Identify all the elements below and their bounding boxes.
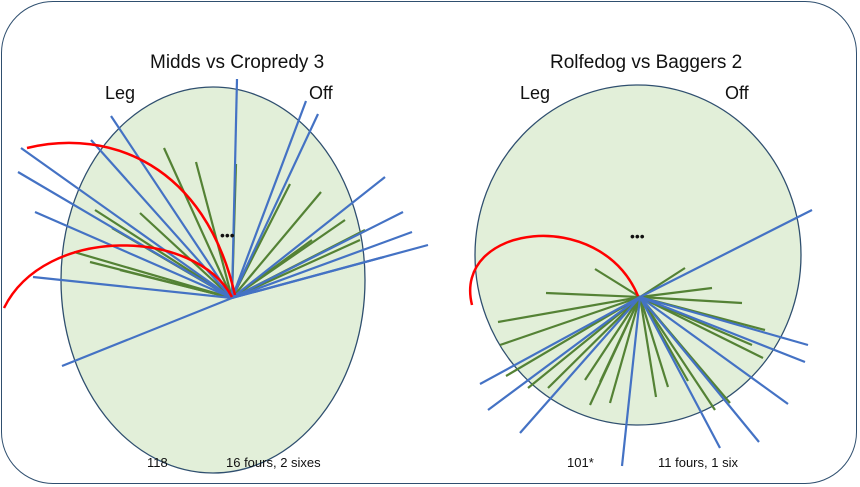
four-shot-line [584,296,641,381]
four-shot-line [194,161,234,299]
six-shot-line [61,296,233,368]
six-shot-line [231,255,385,300]
six-shot-line [639,295,806,364]
ellipsis-marker: ••• [630,228,645,244]
four-shot-line [594,268,641,298]
wagon-wheel-panel-left: Midds vs Cropredy 3 Leg Off ••• 118 16 f… [2,52,429,474]
off-side-label: Off [309,83,333,103]
six-shot-line [17,171,233,299]
six-shot-line [34,210,233,300]
six-shot-line [110,115,233,299]
four-shot-line [231,191,322,299]
leg-side-label: Leg [520,83,551,103]
off-side-label: Off [725,83,749,103]
six-shot-line [479,296,641,385]
boundary-count: 11 fours, 1 six [658,455,738,470]
four-shot-line [162,147,234,299]
four-shot-line [599,296,641,383]
wagon-wheel-title: Rolfedog vs Baggers 2 [550,52,743,73]
boundary-arc [26,141,237,296]
six-shot-line [639,209,813,298]
boundary-arc [2,244,234,309]
six-shot-line [639,295,809,347]
six-shot-line [32,275,233,300]
innings-score: 101* [567,455,594,470]
four-shot-line [639,286,713,299]
six-shot-line [620,296,642,467]
wagon-wheel-title: Midds vs Cropredy 3 [150,52,325,73]
four-shot-line [638,296,670,388]
six-shot-line [20,147,233,299]
boundary-arc [468,234,640,306]
wagon-wheel-panel-right: Rolfedog vs Baggers 2 Leg Off ••• 101* 1… [430,0,860,487]
four-shot-line [499,295,641,347]
four-shot-line [547,296,641,389]
six-shot-line [231,113,319,299]
six-shot-line [487,296,641,411]
boundary-count: 16 fours, 2 sixes [226,455,321,470]
four-shot-line [139,212,233,299]
six-shot-line [639,296,789,405]
six-shot-line [231,230,413,300]
six-shot-line [519,296,641,434]
playing-field [474,84,802,426]
four-shot-line [639,296,764,359]
six-shot-line [230,100,308,299]
four-shot-line [497,295,641,324]
wagon-wheel-right [468,84,813,467]
six-shot-line [230,78,239,299]
six-shot-line [231,176,386,299]
leg-side-label: Leg [105,83,136,103]
six-shot-line [639,296,760,443]
six-shot-line [231,211,404,299]
ellipsis-marker: ••• [220,227,235,243]
six-shot-line [639,296,721,449]
four-shot-line [608,296,642,404]
innings-score: 118 [147,455,168,470]
four-shot-line [639,295,743,305]
four-shot-line [545,291,641,299]
four-shot-line [638,296,658,398]
four-shot-line [119,268,233,300]
wagon-wheel-left [2,78,429,474]
four-shot-line [639,296,716,411]
